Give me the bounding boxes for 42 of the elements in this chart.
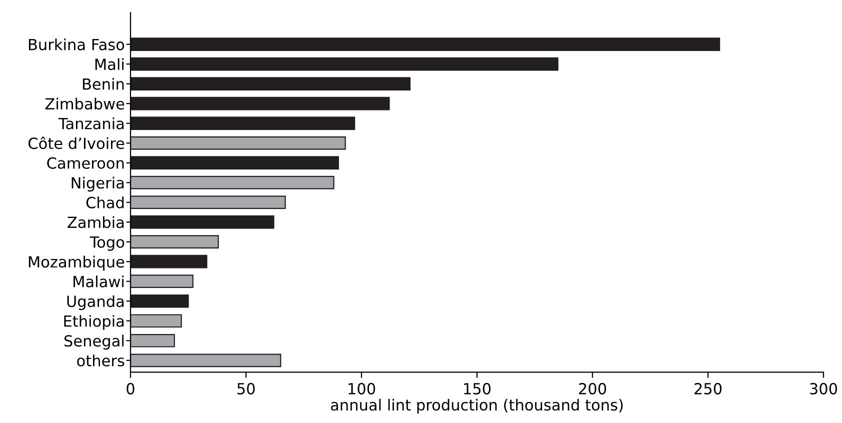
y-tick-label: Mozambique xyxy=(28,256,124,271)
bar xyxy=(130,235,219,249)
y-tick-label: Senegal xyxy=(64,334,124,350)
y-tick-label: Mali xyxy=(95,58,124,70)
y-tick-label: Burkina Faso xyxy=(28,38,124,50)
bar xyxy=(130,38,720,51)
bar xyxy=(130,57,558,71)
x-tick-label: 50 xyxy=(237,382,255,394)
x-tick-label: 0 xyxy=(126,382,134,394)
bar xyxy=(130,334,175,348)
bar xyxy=(130,96,390,110)
bar xyxy=(130,176,334,190)
x-axis-title: annual lint production (thousand tons) xyxy=(330,398,623,414)
y-tick-label: Zimbabwe xyxy=(45,98,124,110)
x-tick-label: 100 xyxy=(348,382,376,394)
y-tick-label: Zambia xyxy=(68,216,124,228)
bar xyxy=(130,274,194,288)
bar xyxy=(130,254,208,268)
y-tick-label: Malawi xyxy=(74,276,124,288)
x-tick-label: 300 xyxy=(810,382,838,394)
y-tick-label: Ethiopia xyxy=(64,315,124,330)
bar xyxy=(130,196,286,210)
bar xyxy=(130,116,356,130)
bar xyxy=(130,156,339,170)
y-tick-label: Uganda xyxy=(67,295,124,310)
y-tick-label: Togo xyxy=(90,236,124,251)
y-tick-label: Benin xyxy=(82,78,124,90)
y-tick-label: Chad xyxy=(86,196,124,208)
bar xyxy=(130,314,182,328)
y-tick-label: others xyxy=(77,354,124,366)
y-tick-label: Cameroon xyxy=(47,157,124,169)
x-tick-label: 150 xyxy=(464,382,491,394)
bar xyxy=(130,77,411,90)
x-tick-label: 200 xyxy=(579,382,606,394)
bar xyxy=(130,136,346,150)
y-tick-label: Tanzania xyxy=(58,118,124,130)
bar xyxy=(130,294,189,308)
bar xyxy=(130,215,274,229)
y-tick-label: Côte d’Ivoire xyxy=(28,136,124,150)
x-tick-label: 250 xyxy=(694,382,722,394)
y-tick-label: Nigeria xyxy=(72,176,124,192)
bar xyxy=(130,354,282,368)
